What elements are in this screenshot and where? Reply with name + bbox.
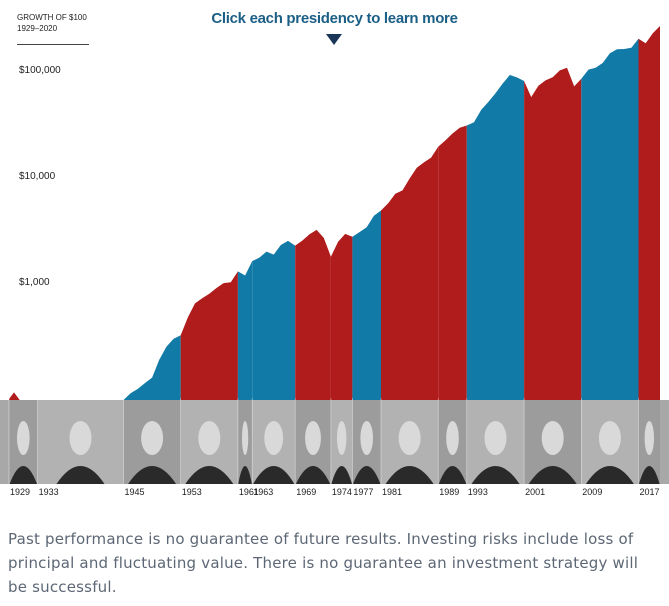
presidency-area-1963[interactable]	[252, 240, 296, 400]
subtitle-line-2: 1929–2020	[17, 24, 58, 33]
portrait-face-1929	[17, 421, 30, 455]
y-tick-label: $10,000	[19, 171, 56, 182]
portrait-face-2001	[541, 421, 564, 455]
x-tick-label: 2001	[525, 487, 545, 497]
portrait-body-2001	[528, 466, 577, 484]
chart-subtitle: GROWTH OF $100 1929–2020	[17, 12, 87, 34]
y-tick-label: $1,000	[19, 277, 50, 288]
portrait-body-1974	[331, 466, 352, 484]
presidency-area-1974[interactable]	[330, 233, 353, 400]
x-tick-label: 2009	[582, 487, 602, 497]
x-tick-label: 1989	[439, 487, 459, 497]
down-arrow-icon	[326, 34, 342, 45]
disclaimer-text: Past performance is no guarantee of futu…	[8, 530, 639, 596]
portrait-body-1961	[238, 466, 252, 484]
presidency-area-1953[interactable]	[180, 271, 238, 400]
x-tick-label: 1969	[296, 487, 316, 497]
chart-svg: $1,000 $10,000 $100,000 1929 1933 1945 1953 196…	[0, 26, 669, 497]
presidency-area-2009[interactable]	[581, 38, 639, 401]
subtitle-divider	[17, 44, 89, 45]
presidency-area-1993[interactable]	[466, 75, 525, 400]
portrait-face-1945	[141, 421, 164, 455]
presidency-area-2017[interactable]	[638, 26, 661, 400]
portrait-body-1993	[471, 466, 520, 484]
portrait-body-1945	[128, 466, 177, 484]
portrait-face-2009	[598, 421, 621, 455]
presidency-area-2001[interactable]	[524, 67, 582, 400]
x-tick-label: 1993	[468, 487, 488, 497]
x-tick-label: 1963	[253, 487, 273, 497]
portrait-body-1933	[56, 466, 105, 484]
portrait-body-1977	[353, 466, 381, 484]
presidency-area-1945[interactable]	[123, 335, 181, 400]
portrait-body-1969	[295, 466, 331, 484]
portrait-face-1989	[446, 421, 459, 455]
portrait-body-1929	[9, 466, 37, 484]
presidency-area-1989[interactable]	[438, 125, 467, 401]
portrait-body-1953	[185, 466, 234, 484]
portrait-face-1993	[484, 421, 507, 455]
x-tick-label: 1945	[125, 487, 145, 497]
portrait-body-2009	[585, 466, 634, 484]
portrait-face-2017	[644, 421, 654, 455]
x-tick-label: 1933	[39, 487, 59, 497]
x-tick-label: 1974	[332, 487, 352, 497]
x-tick-label: 1961	[239, 487, 259, 497]
x-tick-label: 1953	[182, 487, 202, 497]
x-tick-label: 1981	[382, 487, 402, 497]
portrait-body-1981	[385, 466, 434, 484]
portrait-face-1977	[360, 421, 374, 455]
presidency-area-1969[interactable]	[295, 229, 331, 400]
portrait-face-1961	[242, 421, 249, 455]
x-tick-label: 2017	[640, 487, 660, 497]
x-tick-label: 1929	[10, 487, 30, 497]
portrait-face-1963	[264, 421, 284, 455]
portrait-face-1974	[337, 421, 347, 455]
portrait-body-2017	[639, 466, 660, 484]
x-tick-label: 1977	[353, 487, 373, 497]
y-tick-label: $100,000	[19, 65, 61, 76]
presidency-area-1981[interactable]	[381, 146, 439, 400]
portrait-face-1933	[69, 421, 92, 455]
presidency-area-1929[interactable]	[9, 392, 38, 400]
presidency-area-1961[interactable]	[237, 261, 253, 400]
portrait-body-1989	[438, 466, 467, 484]
portrait-face-1981	[398, 421, 421, 455]
presidency-area-1977[interactable]	[352, 210, 381, 401]
portrait-face-1969	[305, 421, 321, 455]
portrait-face-1953	[198, 421, 221, 455]
learn-more-prompt[interactable]: Click each presidency to learn more	[211, 10, 458, 27]
portrait-body-1963	[253, 466, 295, 484]
subtitle-line-1: GROWTH OF $100	[17, 13, 87, 22]
growth-chart: $1,000 $10,000 $100,000 1929 1933 1945 1953 196…	[0, 26, 669, 497]
